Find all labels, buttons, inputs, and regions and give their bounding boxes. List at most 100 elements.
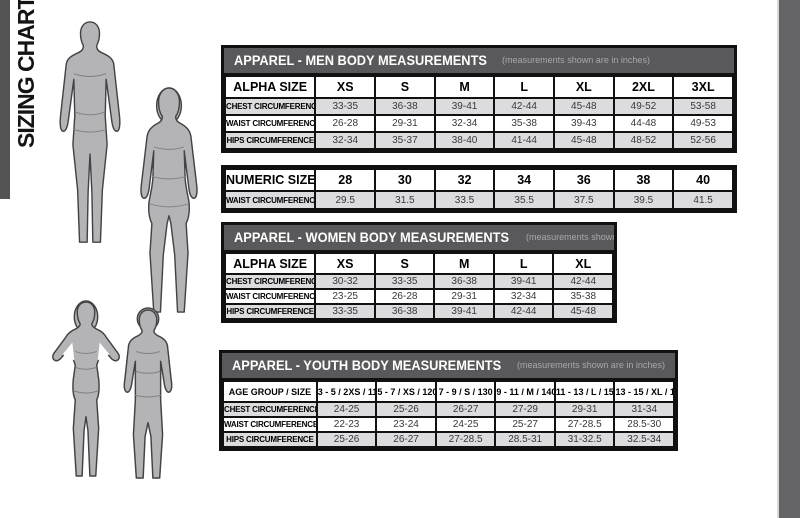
size-cell: L [493,75,555,99]
value-cell: 28.5-31 [494,431,556,448]
value-cell: 24-25 [434,416,497,433]
size-cell: M [433,75,496,99]
value-cell: 25-26 [315,431,378,448]
right-accent-bar [777,0,800,518]
size-cell: 3 - 5 / 2XS / 110 [315,380,378,403]
value-cell: 45-48 [552,97,615,116]
value-cell: 32-34 [314,131,377,150]
measurement-label: HIPS CIRCUMFERENCE [223,303,317,320]
value-cell: 31-32.5 [553,431,616,448]
chest-measure-line [153,146,185,150]
size-cell: XS [314,252,376,275]
measurement-row: WAIST CIRCUMFERENCE 22-23 23-24 24-25 25-27 2… [222,416,675,433]
numeric-size-table: NUMERIC SIZE 28 30 32 34 36 38 40 WAIST CIRCUMFE… [221,165,737,213]
value-cell: 29.5 [314,190,377,210]
youth-grid: AGE GROUP / SIZE 3 - 5 / 2XS / 110 5 - 7 /… [222,380,675,448]
size-cell: 40 [672,168,734,192]
women-grid: ALPHA SIZE XS S M L XL CHEST CIRCUMFERENCE 30-3… [223,252,614,320]
left-accent-bar [0,0,10,199]
size-cell: 36 [552,168,615,192]
value-cell: 49-53 [672,114,734,133]
waist-measure-line [135,370,161,374]
value-cell: 29-31 [433,288,495,305]
hips-measure-line [74,390,98,394]
table-subtitle: (measurements shown are in inches) [502,55,651,66]
value-cell: 39-41 [433,303,495,320]
size-cell: 7 - 9 / S / 130 [434,380,497,403]
measurement-label: WAIST CIRCUMFERENCE [223,288,317,305]
value-cell: 39.5 [612,190,675,210]
measurement-label: CHEST CIRCUMFERENCE [222,401,318,418]
chest-measure-line [136,351,160,354]
value-cell: 42-44 [552,273,614,290]
women-measurements-table: APPAREL - WOMEN BODY MEASUREMENTS (measur… [221,222,617,323]
value-cell: 33-35 [373,273,436,290]
table-subtitle: (measurements shown are in inches) [517,360,666,371]
size-row-label: NUMERIC SIZE [223,168,317,192]
value-cell: 49-52 [612,97,675,116]
value-cell: 39-43 [552,114,615,133]
measurement-row: WAIST CIRCUMFERENCE 29.5 31.5 33.5 35.5 37.5 3… [223,190,734,210]
value-cell: 35-38 [552,288,614,305]
measurement-label: CHEST CIRCUMFERENCE [223,273,317,290]
measurement-label: HIPS CIRCUMFERENCE [222,431,318,448]
size-header-row: NUMERIC SIZE 28 30 32 34 36 38 40 [223,168,734,192]
size-row-label: ALPHA SIZE [223,75,317,99]
waist-measure-line [74,111,106,116]
table-subtitle: (measurements shown are in inches) [525,232,614,243]
size-cell: M [433,252,495,275]
measurement-row: HIPS CIRCUMFERENCE 25-26 26-27 27-28.5 28.5-… [222,431,675,448]
value-cell: 36-38 [373,303,436,320]
girl-silhouette [52,300,120,477]
woman-body-shape [140,87,198,313]
size-cell: 32 [433,168,496,192]
measurement-row: HIPS CIRCUMFERENCE 32-34 35-37 38-40 41-44 45… [223,131,734,150]
size-cell: 9 - 11 / M / 140 [494,380,556,403]
table-title: APPAREL - MEN BODY MEASUREMENTS [234,53,487,68]
measurement-label: WAIST CIRCUMFERENCE [223,114,317,133]
size-row-label: ALPHA SIZE [223,252,317,275]
value-cell: 33-35 [314,303,376,320]
value-cell: 39-41 [433,97,496,116]
size-cell: XL [552,252,614,275]
value-cell: 27-28.5 [434,431,497,448]
women-table-header: APPAREL - WOMEN BODY MEASUREMENTS (measur… [224,225,614,252]
value-cell: 27-28.5 [553,416,616,433]
youth-table-header: APPAREL - YOUTH BODY MEASUREMENTS (measur… [222,353,675,380]
table-title: APPAREL - WOMEN BODY MEASUREMENTS [234,230,510,245]
value-cell: 52-56 [672,131,734,150]
value-cell: 33.5 [433,190,496,210]
hips-measure-line [149,203,189,208]
measurement-label: CHEST CIRCUMFERENCE [223,97,317,116]
value-cell: 48-52 [612,131,675,150]
table-title: APPAREL - YOUTH BODY MEASUREMENTS [232,358,502,373]
chest-measure-line [73,73,107,77]
size-cell: 13 - 15 / XL / 160 [613,380,675,403]
value-cell: 22-23 [315,416,378,433]
measurement-row: CHEST CIRCUMFERENCE 24-25 25-26 26-27 27-29 2… [222,401,675,418]
value-cell: 39-41 [492,273,555,290]
men-table-header: APPAREL - MEN BODY MEASUREMENTS (measurem… [224,48,734,75]
value-cell: 29-31 [374,114,436,133]
value-cell: 36-38 [433,273,495,290]
value-cell: 26-27 [375,431,437,448]
value-cell: 23-24 [375,416,437,433]
size-row-label: AGE GROUP / SIZE [222,380,318,403]
value-cell: 45-48 [552,303,614,320]
size-cell: 3XL [672,75,734,99]
size-cell: 30 [374,168,436,192]
girl-body-shape [52,301,120,477]
value-cell: 32.5-34 [613,431,675,448]
value-cell: 26-28 [314,114,377,133]
boy-silhouette [123,307,173,479]
value-cell: 37.5 [552,190,615,210]
value-cell: 25-27 [494,416,556,433]
boy-body-shape [123,309,173,479]
size-cell: 2XL [612,75,675,99]
size-cell: L [492,252,555,275]
numeric-grid: NUMERIC SIZE 28 30 32 34 36 38 40 WAIST CIRCUMFE… [223,168,734,210]
value-cell: 28.5-30 [613,416,675,433]
size-cell: 5 - 7 / XS / 120 [375,380,437,403]
value-cell: 29-31 [553,401,616,418]
